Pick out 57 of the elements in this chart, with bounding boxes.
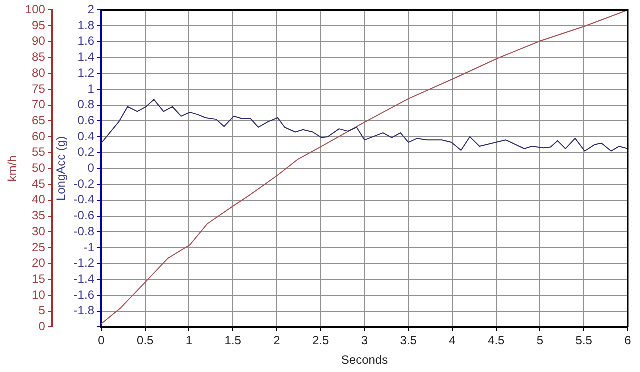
y2-tick-label: 45 (32, 176, 46, 191)
x-tick-label: 6 (624, 334, 632, 348)
y-tick-label: -1.4 (74, 272, 95, 286)
x-tick-label: 5 (536, 334, 544, 348)
y2-tick-label: 75 (32, 82, 46, 96)
y2-tick-label: 55 (32, 145, 46, 160)
y2-tick-label: 90 (32, 34, 46, 48)
y-tick-label: 1.4 (78, 50, 95, 64)
y2-tick-label: 5 (38, 304, 46, 318)
x-tick-label: 1.5 (224, 334, 242, 348)
y-tick-label: 0.2 (78, 145, 95, 160)
x-tick-label: 4 (449, 334, 456, 348)
y2-tick-label: 80 (32, 66, 46, 80)
y2-tick-label: 20 (32, 256, 46, 270)
y-tick-label: -1.2 (74, 256, 95, 270)
y2-tick-label: 35 (32, 208, 46, 223)
y-tick-label: -0.4 (74, 192, 95, 207)
y-tick-label: -0.6 (74, 208, 95, 223)
x-axis-title: Seconds (341, 353, 388, 368)
y2-tick-label: 65 (32, 113, 46, 128)
y-tick-label: -0.8 (74, 224, 95, 238)
y2-tick-label: 30 (32, 224, 46, 238)
x-tick-label: 0 (98, 334, 106, 348)
y2-tick-label: 0 (38, 320, 46, 334)
y2-tick-label: 50 (32, 161, 46, 176)
x-tick-label: 5.5 (576, 334, 593, 348)
y-tick-label: -1.8 (74, 304, 95, 318)
y-tick-label: 2 (88, 2, 95, 17)
y2-tick-label: 85 (32, 50, 46, 64)
y-axis-title: LongAcc (g) (54, 136, 68, 202)
x-tick-label: 2 (274, 334, 281, 348)
y2-tick-label: 100 (25, 2, 46, 17)
y2-tick-label: 25 (32, 240, 46, 254)
y-tick-label: 0.8 (78, 98, 95, 112)
y-tick-label: -1.6 (74, 288, 95, 302)
y-tick-label: -1 (84, 240, 95, 254)
x-tick-label: 3.5 (400, 334, 418, 348)
y2-tick-label: 60 (32, 129, 46, 144)
y-tick-label: 1.8 (78, 18, 95, 32)
y-tick-label: 1 (88, 82, 95, 96)
y-tick-label: -0.2 (74, 176, 95, 191)
y-tick-label: 1.2 (78, 66, 95, 80)
y2-tick-label: 70 (32, 98, 46, 112)
y2-tick-label: 15 (32, 272, 46, 286)
y-tick-label: 0.4 (78, 129, 95, 144)
x-tick-label: 2.5 (312, 334, 330, 348)
x-tick-label: 3 (361, 334, 368, 348)
y2-tick-label: 95 (32, 18, 46, 32)
x-tick-label: 1 (186, 334, 193, 348)
x-tick-label: 0.5 (137, 334, 154, 348)
x-tick-label: 4.5 (488, 334, 506, 348)
y2-tick-label: 10 (32, 288, 46, 302)
y-tick-label: 0 (88, 161, 95, 176)
y-tick-label: 0.6 (78, 113, 95, 128)
y-tick-label: 1.6 (78, 34, 95, 48)
y2-axis-title: km/h (6, 156, 20, 182)
y2-tick-label: 40 (32, 192, 46, 207)
